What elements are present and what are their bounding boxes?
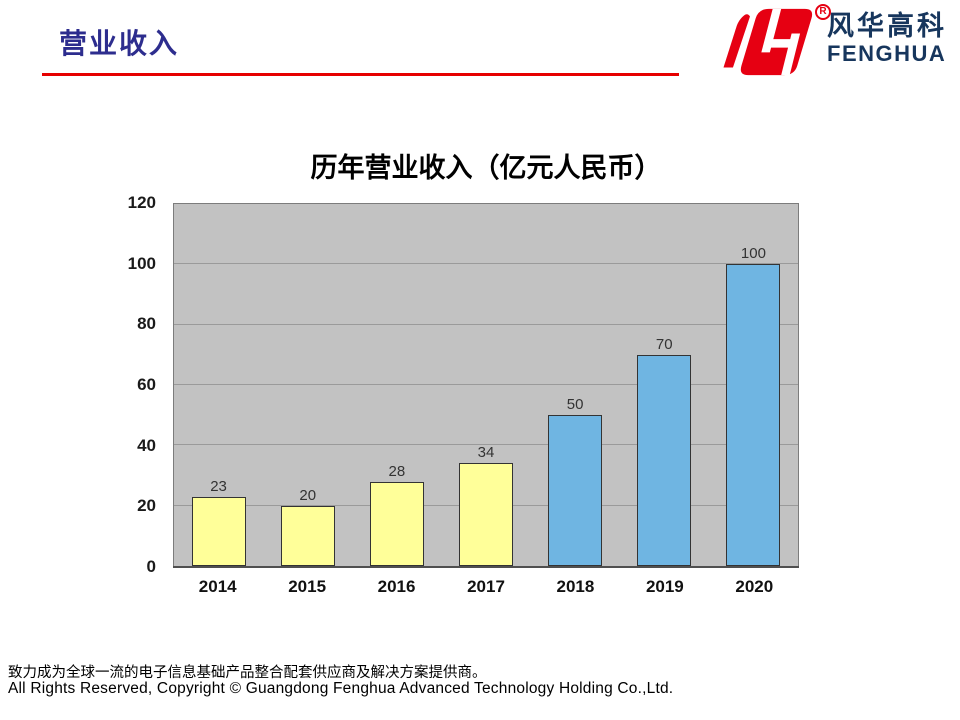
x-axis-label: 2016 [377, 577, 416, 596]
y-axis-label: 40 [137, 435, 156, 455]
bar-slot: 23 [174, 204, 263, 566]
bar-2014 [191, 496, 246, 566]
gridline [174, 263, 798, 265]
bar-slot: 20 [263, 204, 352, 566]
x-axis-label: 2015 [288, 577, 327, 596]
bar-slot: 100 [709, 204, 798, 566]
gridline [174, 444, 798, 446]
gridline [174, 384, 798, 385]
gridline [174, 323, 798, 325]
x-axis-line [173, 566, 799, 568]
bar-2019 [637, 354, 692, 566]
bar-value-label: 34 [477, 444, 495, 462]
footer-mission-statement: 致力成为全球一流的电子信息基础产品整合配套供应商及解决方案提供商。 [8, 665, 487, 681]
x-axis-label: 2014 [198, 577, 237, 596]
bar-value-label: 100 [740, 245, 766, 263]
logo-brand-name-en: FENGHUA [827, 41, 947, 66]
bar-value-label: 28 [388, 462, 406, 480]
bar-value-label: 70 [655, 335, 673, 353]
x-axis-label: 2017 [467, 577, 505, 596]
bar-2020 [726, 264, 781, 566]
footer-copyright-notice: All Rights Reserved, Copyright © Guangdo… [8, 680, 674, 697]
fenghua-logo: R 风华高科 FENGHUA [719, 4, 947, 77]
bar-value-label: 20 [299, 486, 317, 504]
bar-slot: 50 [531, 204, 620, 566]
logo-brand-name-cn: 风华高科 [827, 11, 947, 41]
bar-value-label: 50 [566, 396, 584, 414]
plot-area: 23 20 28 34 50 70 100 [173, 203, 799, 568]
page-title: 营业收入 [59, 29, 180, 60]
bar-value-label: 23 [210, 477, 227, 495]
bar-2016 [369, 481, 424, 566]
x-axis-label: 2019 [645, 577, 684, 596]
y-axis-label: 60 [137, 375, 156, 394]
x-axis-label: 2020 [735, 577, 774, 596]
bar-slot: 70 [620, 204, 709, 566]
y-axis-label: 20 [137, 496, 156, 516]
bar-2018 [548, 415, 603, 566]
bar-2017 [458, 463, 513, 566]
bar-slot: 28 [352, 204, 441, 566]
x-axis-label: 2018 [556, 577, 595, 596]
x-axis: 2014 2015 2016 2017 2018 2019 2020 [173, 577, 799, 601]
bar-2015 [280, 505, 335, 566]
y-axis-label: 120 [127, 193, 156, 212]
logo-text: 风华高科 FENGHUA [827, 7, 947, 66]
fenghua-logo-mark-icon: R [719, 4, 831, 77]
y-axis-label: 0 [146, 557, 156, 576]
y-axis-label: 100 [127, 253, 156, 273]
bar-slot: 34 [441, 204, 530, 566]
title-underline-rule [42, 73, 679, 76]
registered-trademark-icon: R [815, 4, 831, 20]
y-axis-label: 80 [137, 314, 156, 334]
chart-title: 历年营业收入（亿元人民币） [310, 153, 662, 183]
y-axis: 0 20 40 60 80 100 120 [92, 193, 156, 576]
